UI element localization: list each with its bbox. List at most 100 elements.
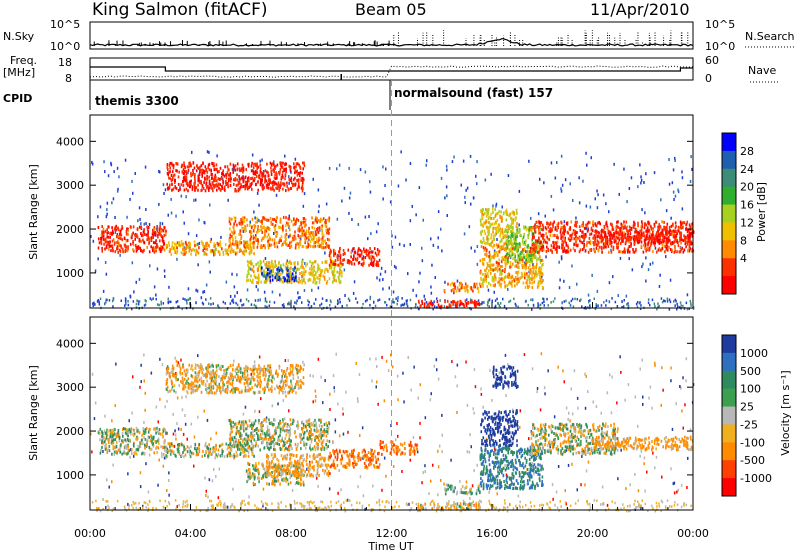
data-point (189, 297, 191, 301)
data-point (245, 279, 248, 283)
data-point (300, 186, 303, 190)
data-point (283, 277, 286, 281)
data-point (494, 278, 497, 282)
data-point (523, 232, 525, 236)
data-point (505, 253, 508, 257)
data-point (312, 245, 315, 249)
data-point (481, 208, 484, 212)
data-point (157, 231, 160, 235)
data-point (148, 241, 150, 245)
data-point (392, 298, 394, 301)
data-point (312, 274, 315, 277)
data-point (560, 255, 563, 259)
data-point (302, 167, 304, 171)
data-point (284, 359, 287, 362)
data-point (534, 230, 537, 234)
data-point (189, 243, 192, 247)
data-point (642, 250, 645, 254)
data-point (562, 235, 564, 239)
data-point (498, 250, 501, 254)
data-point (203, 170, 206, 174)
data-point (256, 281, 258, 285)
data-point (168, 243, 170, 247)
data-point (120, 233, 123, 237)
freq-tick-bottom: 8 (65, 72, 72, 85)
data-point (542, 235, 544, 239)
data-point (497, 225, 500, 229)
data-point (509, 299, 512, 303)
data-point (242, 216, 244, 220)
data-point (677, 225, 680, 229)
data-point (178, 241, 180, 245)
data-point (657, 305, 659, 309)
data-point (276, 187, 278, 190)
data-point (691, 167, 693, 171)
data-point (661, 231, 664, 235)
data-point (533, 280, 536, 284)
data-point (219, 243, 222, 247)
data-point (180, 242, 183, 246)
data-point (303, 229, 305, 233)
data-point (483, 275, 486, 279)
data-point (136, 246, 139, 249)
data-point (637, 224, 639, 228)
data-point (519, 229, 521, 233)
data-point (268, 178, 270, 182)
data-point (540, 246, 543, 250)
data-point (244, 227, 247, 231)
data-point (274, 276, 276, 280)
data-point (617, 231, 620, 235)
data-point (671, 248, 674, 252)
data-point (610, 250, 613, 254)
data-point (137, 303, 140, 306)
data-point (423, 305, 426, 309)
data-point (167, 186, 170, 190)
data-point (444, 300, 446, 304)
data-point (349, 259, 351, 263)
data-point (575, 231, 578, 235)
data-point (618, 250, 620, 254)
data-point (493, 249, 496, 253)
data-point (124, 249, 127, 252)
data-point (119, 236, 121, 240)
data-point (613, 232, 615, 235)
data-point (396, 299, 399, 302)
data-point (321, 246, 323, 250)
data-point (296, 169, 298, 173)
data-point (292, 236, 295, 239)
data-point (134, 237, 136, 241)
data-point (464, 289, 466, 293)
data-point (229, 179, 232, 183)
data-point (421, 481, 423, 485)
data-point (292, 274, 295, 278)
data-point (498, 283, 501, 287)
data-point (562, 307, 564, 310)
data-point (499, 306, 501, 309)
data-point (338, 298, 341, 301)
data-point (293, 162, 295, 166)
data-point (376, 276, 378, 280)
data-point (211, 177, 213, 180)
data-point (205, 252, 208, 256)
data-point (105, 272, 108, 276)
data-point (334, 250, 336, 254)
nave-tick-bottom: 0 (705, 72, 712, 85)
data-point (469, 286, 472, 290)
data-point (579, 239, 581, 243)
data-point (643, 226, 646, 230)
data-point (283, 183, 285, 187)
data-point (571, 264, 573, 268)
data-point (98, 300, 100, 304)
data-point (581, 241, 584, 245)
data-point (297, 280, 300, 284)
data-point (341, 199, 343, 203)
data-point (641, 265, 643, 269)
data-point (511, 253, 514, 257)
data-point (297, 218, 300, 222)
data-point (529, 260, 532, 264)
data-point (142, 238, 144, 242)
data-point (502, 236, 504, 240)
data-point (570, 220, 573, 224)
data-point (629, 232, 632, 236)
data-point (535, 225, 538, 229)
